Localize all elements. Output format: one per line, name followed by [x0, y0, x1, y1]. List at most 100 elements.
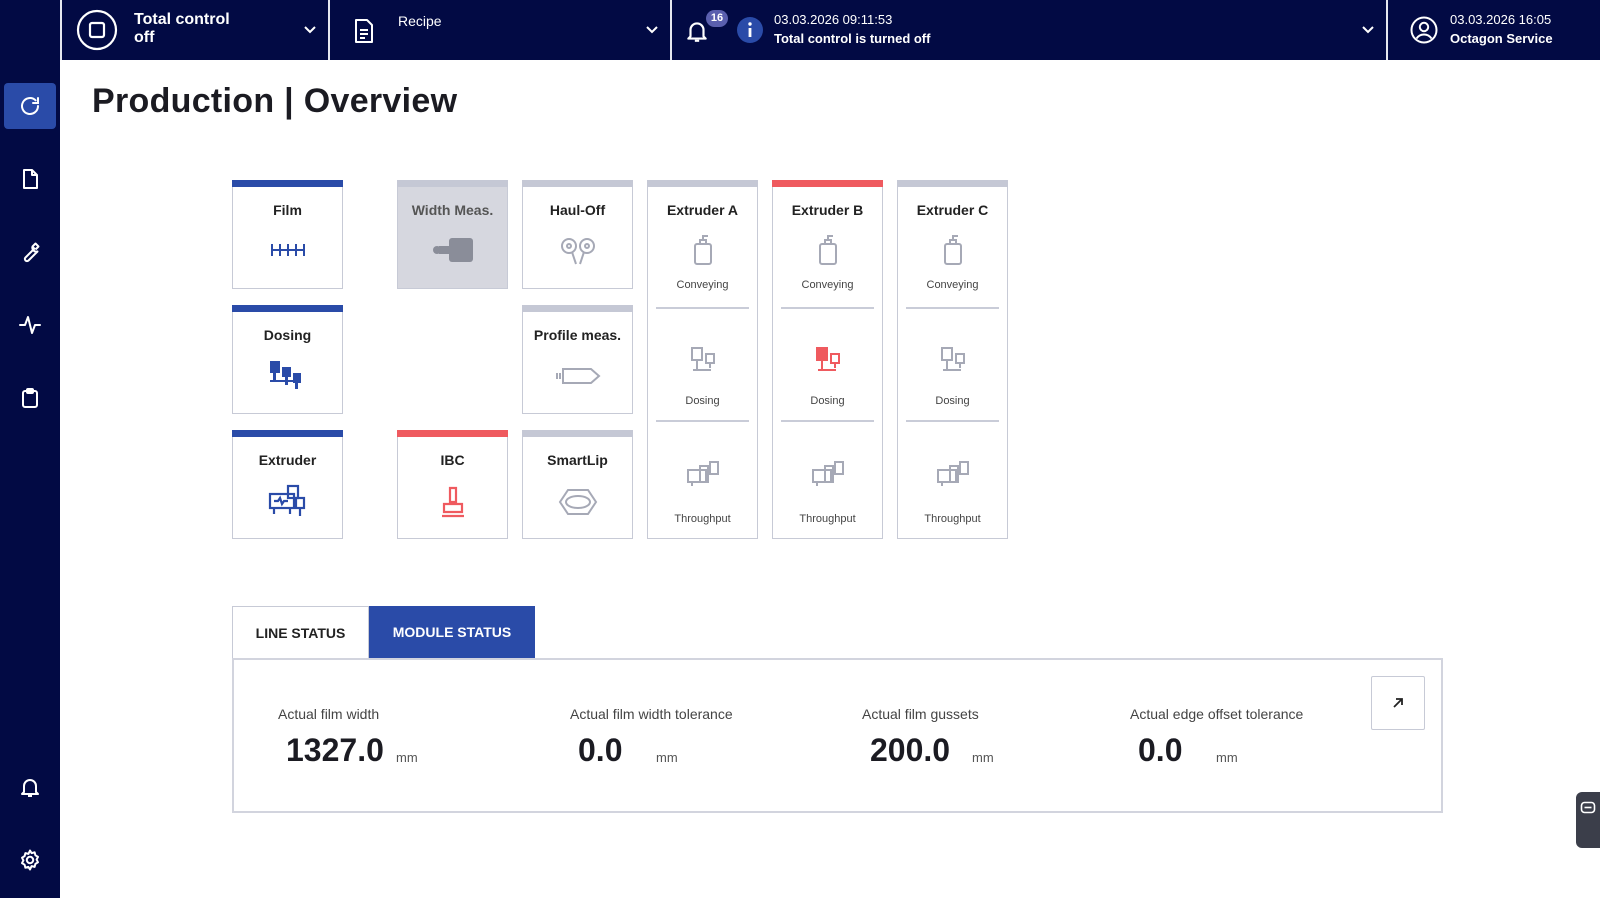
metric-film-width: Actual film width 1327.0 mm: [278, 706, 418, 768]
chevron-down-icon: [304, 26, 316, 34]
module-card-haul-off[interactable]: Haul-Off: [522, 180, 633, 289]
metric-value: 0.0: [1138, 732, 1183, 768]
sidebar: [0, 0, 60, 898]
conveying-label: Conveying: [926, 279, 979, 291]
sidebar-item-service[interactable]: [4, 229, 56, 275]
metric-value: 0.0: [578, 732, 623, 768]
extruder-title: Extruder B: [791, 202, 864, 218]
metric-value: 1327.0: [286, 732, 384, 768]
module-title: Dosing: [263, 327, 312, 343]
dosing-icon: [269, 361, 301, 389]
dosing-icon: [940, 347, 965, 371]
metric-label: Actual film width: [278, 706, 380, 722]
user-dropdown[interactable]: 03.03.2026 16:05 Octagon Service: [1388, 0, 1600, 60]
gear-icon: [21, 849, 39, 871]
module-title: IBC: [440, 452, 465, 468]
module-title: Extruder: [258, 452, 317, 468]
extruder-icon: [268, 484, 305, 516]
bell-icon: [21, 779, 39, 797]
dosing-label: Dosing: [935, 395, 970, 407]
document-icon: [23, 169, 38, 189]
conveying-icon: [818, 235, 837, 265]
chevron-down-icon: [1362, 26, 1374, 34]
user-timestamp: 03.03.2026 16:05: [1450, 12, 1552, 27]
tab-line-status[interactable]: LINE STATUS: [232, 606, 369, 658]
total-control-state: off: [134, 29, 155, 46]
sidebar-item-trends[interactable]: [4, 302, 56, 348]
total-control-dropdown[interactable]: Total control off: [60, 0, 328, 60]
module-card-smartlip[interactable]: SmartLip: [522, 430, 633, 539]
module-title: Film: [273, 202, 302, 218]
film-icon: [270, 244, 305, 256]
help-widget-tab[interactable]: [1576, 792, 1600, 848]
extruder-card-a[interactable]: Extruder A Conveying Dosing Throughput: [647, 180, 758, 539]
metric-film-width-tolerance: Actual film width tolerance 0.0 mm: [570, 706, 733, 768]
throughput-icon: [936, 461, 969, 486]
module-card-ibc[interactable]: IBC: [397, 430, 508, 539]
sidebar-item-alarms[interactable]: [4, 764, 56, 810]
page-title: Production | Overview: [92, 82, 458, 120]
clipboard-icon: [22, 388, 38, 408]
expand-button[interactable]: [1371, 676, 1425, 730]
extruder-card-c[interactable]: Extruder C Conveying Dosing Throughput: [897, 180, 1008, 539]
conveying-icon: [943, 235, 962, 265]
sidebar-item-recipes[interactable]: [4, 156, 56, 202]
module-title: Profile meas.: [533, 327, 622, 343]
module-title: SmartLip: [547, 452, 608, 468]
module-card-profile-meas[interactable]: Profile meas.: [522, 305, 633, 414]
throughput-icon: [811, 461, 844, 486]
chat-icon: [1580, 801, 1596, 814]
activity-icon: [19, 316, 41, 334]
module-card-film[interactable]: Film: [232, 180, 343, 289]
document-icon: [355, 19, 373, 43]
arrow-up-right-icon: [1393, 698, 1403, 708]
dosing-icon: [690, 347, 715, 371]
notification-badge: 16: [706, 10, 728, 27]
module-card-dosing[interactable]: Dosing: [232, 305, 343, 414]
info-icon: [737, 17, 763, 43]
sidebar-item-reports[interactable]: [4, 375, 56, 421]
rollers-icon: [560, 238, 595, 265]
metric-label: Actual edge offset tolerance: [1130, 706, 1304, 722]
throughput-label: Throughput: [924, 513, 981, 525]
sensor-icon: [432, 238, 473, 262]
conveying-icon: [693, 235, 712, 265]
messages-dropdown[interactable]: 16 03.03.2026 09:11:53 Total control is …: [672, 0, 1386, 60]
module-title: Haul-Off: [549, 202, 606, 218]
module-title: Width Meas.: [411, 202, 494, 218]
profile-sensor-icon: [555, 368, 601, 384]
extruder-title: Extruder C: [916, 202, 989, 218]
metric-unit: mm: [972, 750, 994, 765]
throughput-icon: [686, 461, 719, 486]
refresh-icon: [21, 97, 39, 115]
sidebar-item-production[interactable]: [4, 83, 56, 129]
throughput-label: Throughput: [674, 513, 731, 525]
message-timestamp: 03.03.2026 09:11:53: [774, 12, 893, 27]
tab-module-status[interactable]: MODULE STATUS: [369, 606, 535, 658]
chevron-down-icon: [646, 26, 658, 34]
module-card-width-meas[interactable]: Width Meas.: [397, 180, 508, 289]
total-control-title: Total control: [134, 11, 230, 28]
metric-label: Actual film gussets: [862, 706, 979, 722]
metric-label: Actual film width tolerance: [570, 706, 733, 722]
conveying-label: Conveying: [676, 279, 729, 291]
extruder-card-b[interactable]: Extruder B Conveying Dosing Throughput: [772, 180, 883, 539]
module-status-panel: Actual film width 1327.0 mm Actual film …: [232, 658, 1443, 813]
top-bar: Total control off Recipe 16 03.03.2026 0…: [60, 0, 1600, 60]
recipe-label: Recipe: [398, 13, 442, 29]
metric-film-gussets: Actual film gussets 200.0 mm: [862, 706, 994, 768]
bell-icon: [687, 22, 707, 42]
user-icon: [1410, 16, 1438, 44]
module-card-extruder[interactable]: Extruder: [232, 430, 343, 539]
stop-icon: [76, 9, 118, 51]
dosing-label: Dosing: [685, 395, 720, 407]
recipe-dropdown[interactable]: Recipe: [330, 0, 670, 60]
metric-edge-offset-tolerance: Actual edge offset tolerance 0.0 mm: [1130, 706, 1304, 768]
status-tabs: LINE STATUS MODULE STATUS: [232, 606, 535, 658]
metric-unit: mm: [1216, 750, 1238, 765]
sidebar-item-settings[interactable]: [4, 837, 56, 883]
message-text: Total control is turned off: [774, 31, 931, 46]
metric-value: 200.0: [870, 732, 951, 768]
throughput-label: Throughput: [799, 513, 856, 525]
metric-unit: mm: [396, 750, 418, 765]
